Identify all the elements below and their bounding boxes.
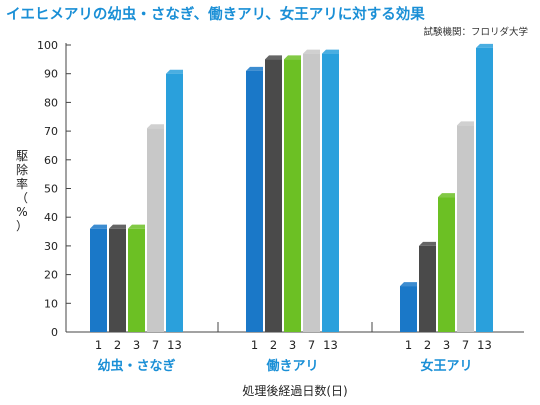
- day-tick-label: 13: [167, 338, 182, 352]
- bar: [419, 245, 436, 332]
- bar: [284, 59, 301, 332]
- y-tick-label: 10: [44, 297, 58, 310]
- bar: [322, 53, 339, 333]
- source-note: 試験機関：フロリダ大学: [423, 27, 528, 38]
- y-tick-label: 30: [44, 240, 58, 253]
- bar-top: [109, 224, 126, 229]
- bar: [109, 228, 126, 332]
- y-tick-label: 40: [44, 211, 58, 224]
- bar-top: [419, 241, 436, 246]
- bar-top: [476, 43, 493, 48]
- bar-top: [322, 49, 339, 54]
- chart-bars: [90, 43, 493, 333]
- bar: [457, 125, 474, 332]
- bar-top: [457, 121, 474, 126]
- day-tick-label: 7: [462, 338, 469, 352]
- bar-top: [438, 193, 455, 198]
- y-tick-label: 100: [37, 39, 58, 52]
- day-tick-label: 3: [133, 338, 140, 352]
- day-tick-label: 1: [95, 338, 102, 352]
- day-tick-label: 7: [152, 338, 159, 352]
- group-label: 幼虫・さなぎ: [97, 358, 175, 374]
- bar: [147, 128, 164, 332]
- day-tick-label: 2: [424, 338, 431, 352]
- bar: [476, 47, 493, 333]
- bar: [166, 73, 183, 332]
- x-axis-label: 処理後経過日数(日): [242, 383, 347, 398]
- chart-title: イエヒメアリの幼虫・さなぎ、働きアリ、女王アリに対する効果: [6, 7, 425, 23]
- y-tick-label: 80: [44, 96, 58, 109]
- bar: [400, 286, 417, 332]
- day-tick-label: 3: [289, 338, 296, 352]
- y-tick-label: 70: [44, 125, 58, 138]
- y-axis-label: 駆除率（%）: [16, 149, 28, 233]
- day-tick-label: 2: [270, 338, 277, 352]
- bar: [128, 228, 145, 332]
- bar-top: [90, 224, 107, 229]
- day-tick-label: 3: [443, 338, 450, 352]
- bar-top: [303, 49, 320, 54]
- bar: [265, 59, 282, 332]
- bar-top: [284, 55, 301, 60]
- bar: [90, 228, 107, 332]
- bar: [438, 197, 455, 332]
- y-tick-label: 0: [51, 326, 58, 339]
- y-tick-label: 50: [44, 183, 58, 196]
- group-label: 女王アリ: [420, 358, 472, 374]
- day-tick-label: 1: [405, 338, 412, 352]
- day-tick-label: 2: [114, 338, 121, 352]
- bar-top: [128, 224, 145, 229]
- y-tick-label: 20: [44, 269, 58, 282]
- bar-top: [147, 124, 164, 129]
- bar: [246, 70, 263, 332]
- bar-top: [246, 66, 263, 71]
- bar-top: [265, 55, 282, 60]
- y-tick-label: 60: [44, 154, 58, 167]
- group-label: 働きアリ: [265, 358, 318, 374]
- day-tick-label: 13: [323, 338, 338, 352]
- day-tick-label: 13: [477, 338, 492, 352]
- bar: [303, 53, 320, 333]
- day-tick-label: 1: [251, 338, 258, 352]
- bar-top: [166, 69, 183, 74]
- day-tick-label: 7: [308, 338, 315, 352]
- y-tick-label: 90: [44, 68, 58, 81]
- bar-top: [400, 282, 417, 287]
